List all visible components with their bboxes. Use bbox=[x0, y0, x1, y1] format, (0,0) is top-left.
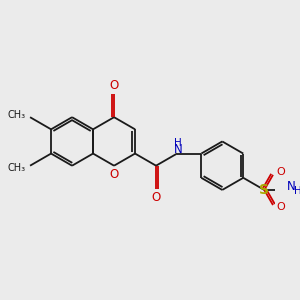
Text: O: O bbox=[276, 202, 285, 212]
Text: CH₃: CH₃ bbox=[7, 110, 25, 120]
Text: H: H bbox=[294, 186, 300, 196]
Text: CH₃: CH₃ bbox=[7, 163, 25, 173]
Text: H: H bbox=[174, 138, 182, 148]
Text: N: N bbox=[286, 180, 295, 193]
Text: S: S bbox=[259, 183, 269, 197]
Text: O: O bbox=[110, 168, 119, 181]
Text: O: O bbox=[152, 191, 161, 204]
Text: O: O bbox=[110, 79, 119, 92]
Text: N: N bbox=[174, 143, 183, 156]
Text: O: O bbox=[276, 167, 285, 177]
